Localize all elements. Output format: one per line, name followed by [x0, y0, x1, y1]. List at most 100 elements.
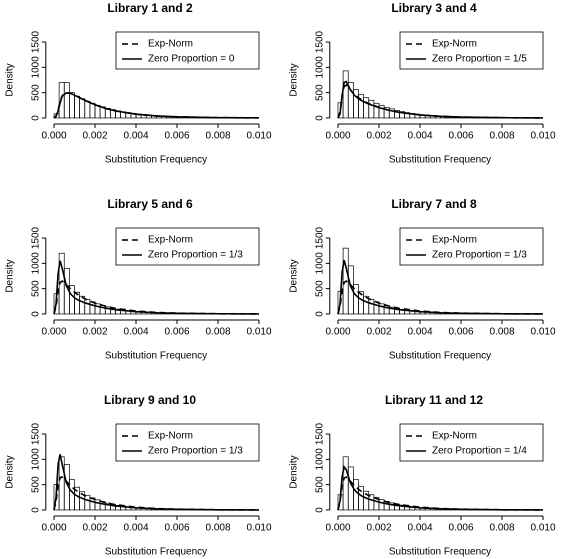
- x-axis-label: Substitution Frequency: [105, 351, 207, 362]
- x-tick-label: 0.002: [366, 327, 391, 338]
- histogram-bar: [342, 456, 349, 511]
- y-tick-label: 1000: [314, 252, 325, 275]
- legend-label: Zero Proportion = 1/5: [432, 54, 527, 65]
- y-tick-label: 1500: [30, 422, 41, 445]
- y-tick-label: 1000: [314, 56, 325, 79]
- y-tick-label: 0: [314, 507, 325, 513]
- histogram-bar: [368, 298, 375, 315]
- histogram-bar: [79, 98, 86, 119]
- panel: Library 1 and 2 0 500 1000 1500 0.000 0.002 0.0…: [5, 1, 272, 165]
- histogram-bar: [378, 499, 385, 511]
- x-tick-label: 0.000: [325, 131, 350, 142]
- y-tick-label: 1000: [30, 448, 41, 471]
- y-tick-label: 1500: [30, 30, 41, 53]
- density-curve: [53, 92, 260, 119]
- y-axis-label: Density: [289, 455, 300, 488]
- x-axis-label: Substitution Frequency: [105, 547, 207, 558]
- legend-label: Exp-Norm: [148, 431, 193, 442]
- y-tick-label: 1500: [314, 422, 325, 445]
- histogram-bar: [89, 102, 96, 119]
- legend-box: [115, 31, 260, 70]
- y-tick-label: 500: [30, 84, 41, 101]
- x-tick-label: 0.006: [164, 523, 189, 534]
- histogram-bar: [368, 494, 375, 511]
- x-tick-label: 0.004: [123, 327, 148, 338]
- histogram-bar: [347, 466, 354, 511]
- chart-title: Library 7 and 8: [391, 197, 477, 211]
- histogram-bar: [84, 100, 91, 119]
- histogram-bar: [63, 82, 70, 119]
- y-tick-label: 500: [30, 476, 41, 493]
- y-tick-label: 500: [314, 84, 325, 101]
- density-curve: [53, 454, 260, 511]
- legend-label: Exp-Norm: [432, 235, 477, 246]
- x-tick-label: 0.006: [164, 131, 189, 142]
- histogram-bar: [69, 285, 75, 315]
- histogram-bar: [89, 301, 96, 315]
- y-tick-label: 500: [314, 280, 325, 297]
- x-tick-label: 0.008: [489, 131, 514, 142]
- x-tick-label: 0.010: [246, 327, 271, 338]
- x-tick-label: 0.002: [366, 523, 391, 534]
- chart-title: Library 5 and 6: [107, 197, 193, 211]
- x-tick-label: 0.004: [407, 131, 432, 142]
- legend-label: Exp-Norm: [432, 431, 477, 442]
- legend-box: [399, 31, 544, 70]
- y-tick-label: 1500: [314, 226, 325, 249]
- y-tick-label: 1000: [30, 252, 41, 275]
- x-axis-label: Substitution Frequency: [389, 155, 491, 166]
- histogram-bar: [363, 97, 370, 119]
- y-tick-label: 0: [30, 311, 41, 317]
- x-tick-label: 0.000: [41, 523, 66, 534]
- y-tick-label: 0: [30, 507, 41, 513]
- legend-box: [115, 227, 260, 266]
- legend-label: Zero Proportion = 1/3: [432, 250, 527, 261]
- x-tick-label: 0.004: [407, 523, 432, 534]
- panel: Library 7 and 8 0 500 1000 1500 0.000 0.002 0.0…: [289, 197, 556, 361]
- histogram-bar: [368, 99, 375, 119]
- x-tick-label: 0.000: [325, 327, 350, 338]
- x-tick-label: 0.008: [205, 327, 230, 338]
- y-axis-label: Density: [5, 455, 16, 488]
- y-tick-label: 0: [314, 311, 325, 317]
- x-tick-label: 0.010: [246, 523, 271, 534]
- chart-title: Library 1 and 2: [107, 1, 193, 15]
- legend-label: Exp-Norm: [148, 39, 193, 50]
- density-curve: [337, 465, 544, 511]
- x-tick-label: 0.002: [82, 523, 107, 534]
- legend-label: Zero Proportion = 1/3: [148, 250, 243, 261]
- x-tick-label: 0.004: [123, 131, 148, 142]
- y-tick-label: 0: [30, 115, 41, 121]
- x-tick-label: 0.000: [41, 327, 66, 338]
- x-tick-label: 0.008: [489, 327, 514, 338]
- chart-title: Library 11 and 12: [385, 393, 483, 407]
- histogram-bar: [74, 95, 80, 119]
- y-tick-label: 0: [314, 115, 325, 121]
- legend-box: [115, 423, 260, 462]
- y-axis-label: Density: [5, 63, 16, 96]
- y-axis-label: Density: [5, 259, 16, 292]
- x-axis-label: Substitution Frequency: [389, 547, 491, 558]
- density-curve: [53, 260, 260, 315]
- density-curve: [337, 260, 544, 315]
- x-tick-label: 0.010: [530, 523, 555, 534]
- x-tick-label: 0.008: [489, 523, 514, 534]
- x-tick-label: 0.006: [448, 327, 473, 338]
- y-tick-label: 1000: [314, 448, 325, 471]
- legend-label: Zero Proportion = 1/3: [148, 446, 243, 457]
- x-axis-label: Substitution Frequency: [105, 155, 207, 166]
- y-tick-label: 500: [30, 280, 41, 297]
- x-tick-label: 0.002: [82, 131, 107, 142]
- panel: Library 5 and 6 0 500 1000 1500 0.000 0.002 0.0…: [5, 197, 272, 361]
- x-axis-label: Substitution Frequency: [389, 351, 491, 362]
- x-tick-label: 0.000: [325, 523, 350, 534]
- x-tick-label: 0.006: [448, 523, 473, 534]
- y-axis-label: Density: [289, 259, 300, 292]
- panel: Library 9 and 10 0 500 1000 1500 0.000 0.002 0.…: [5, 393, 272, 557]
- histogram-bar: [94, 104, 101, 119]
- x-tick-label: 0.008: [205, 131, 230, 142]
- legend-label: Exp-Norm: [432, 39, 477, 50]
- chart-title: Library 3 and 4: [391, 1, 477, 15]
- x-tick-label: 0.004: [123, 523, 148, 534]
- histogram-bar: [84, 298, 91, 315]
